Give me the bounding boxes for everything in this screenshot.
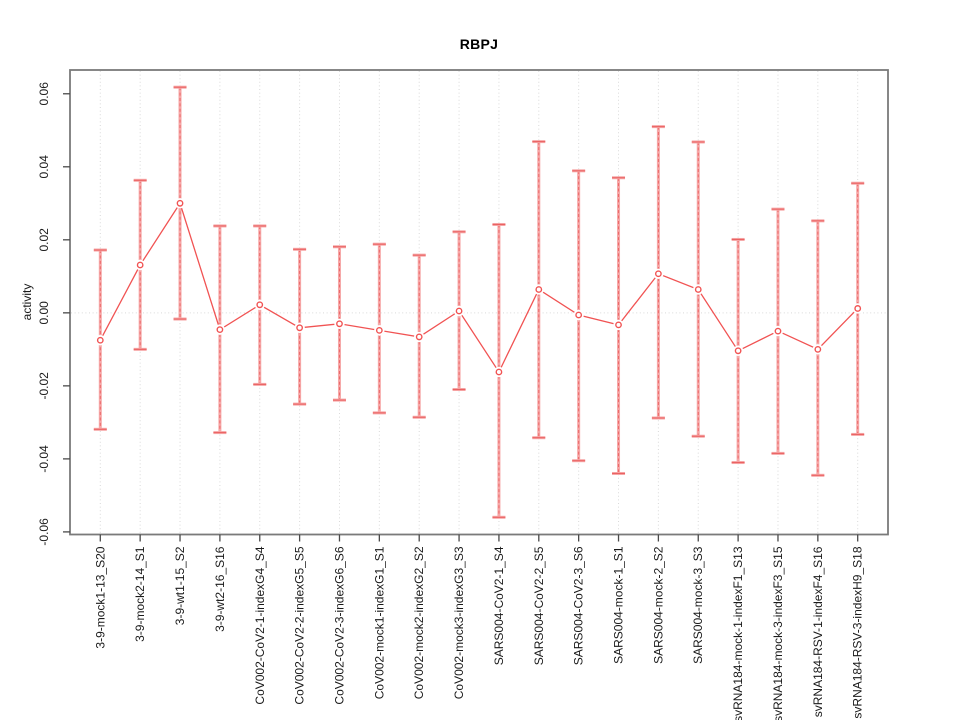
x-tick-label: CoV002-CoV2-3-indexG6_S6 [332,546,346,704]
data-point-halo [374,325,385,336]
data-point [176,199,184,207]
y-tick-label: -0.02 [37,372,51,400]
plot-border [69,69,889,536]
data-point [256,301,264,309]
x-tick-label: 3-9-wt1-15_S2 [173,546,187,625]
data-point-halo [852,303,863,314]
x-tick-label: svRNA184-mock-1-indexF1_S13 [731,546,745,720]
x-tick-label: CoV002-mock1-indexG1_S1 [372,546,386,699]
data-point [694,286,702,293]
data-point [216,326,224,334]
data-point [535,286,543,293]
x-tick-label: CoV002-mock2-indexG2_S2 [412,546,426,699]
x-tick-label: svRNA184-mock-3-indexF3_S15 [771,546,785,720]
data-point-halo [134,259,146,271]
data-point [415,333,423,341]
x-tick-label: svRNA184-RSV-3-indexH9_S18 [851,546,865,718]
data-point [734,347,742,355]
x-tick-label: SARS004-CoV2-3_S6 [572,546,586,665]
y-tick-label: 0.04 [37,155,51,179]
x-tick-label: 3-9-wt2-16_S16 [213,546,227,632]
data-point [774,327,782,335]
data-point-halo [294,322,305,334]
y-tick-label: -0.06 [37,518,51,546]
data-point-halo [533,284,544,295]
x-tick-label: CoV002-CoV2-1-indexG4_S4 [253,546,267,704]
data-point-halo [414,331,425,343]
x-tick-label: CoV002-CoV2-2-indexG5_S5 [293,546,307,704]
x-tick-label: SARS004-mock-1_S1 [612,546,626,664]
data-point-halo [613,319,624,331]
x-tick-label: SARS004-mock-2_S2 [651,546,665,664]
data-point [575,311,583,319]
data-point-halo [732,345,744,357]
y-tick-label: 0.02 [37,228,51,252]
x-tick-label: svRNA184-RSV-1-indexF4_S16 [811,546,825,717]
data-point [336,320,343,328]
data-point [296,324,304,332]
x-tick-label: SARS004-CoV2-1_S4 [492,546,506,665]
x-tick-label: SARS004-CoV2-2_S5 [532,546,546,665]
x-tick-label: 3-9-mock2-14_S1 [133,546,147,642]
data-point-halo [573,309,584,321]
data-point-halo [812,344,824,355]
data-point [495,368,503,376]
x-tick-label: SARS004-mock-3_S3 [691,546,705,664]
data-point [136,261,144,269]
data-point-halo [653,268,664,279]
data-point-halo [493,366,505,378]
data-point-halo [95,335,106,346]
y-tick-label: -0.04 [37,445,51,473]
data-point [854,305,862,312]
data-point [615,321,622,329]
data-point [455,307,463,315]
data-point-halo [453,305,465,317]
y-tick-label: 0.06 [37,82,51,106]
data-point [654,270,662,278]
data-point [96,336,104,344]
data-point-halo [174,198,186,209]
data-point-halo [693,284,704,295]
y-tick-label: 0.00 [37,301,51,325]
x-tick-label: 3-9-mock1-13_S20 [93,546,107,648]
data-point-halo [334,318,345,329]
data-point [814,345,822,353]
x-tick-label: CoV002-mock3-indexG3_S3 [452,546,466,699]
data-point [375,326,383,334]
data-point-halo [772,325,784,337]
chart-title: RBPJ [459,36,499,52]
series-line [99,201,859,374]
data-point-halo [214,324,226,335]
data-point-halo [254,299,265,311]
